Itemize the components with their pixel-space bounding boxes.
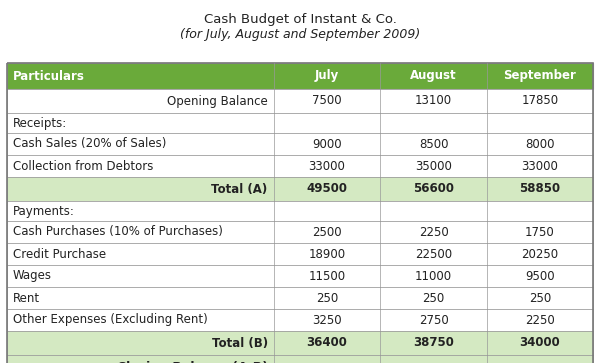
Bar <box>7 177 593 201</box>
Text: 20250: 20250 <box>521 248 559 261</box>
Text: 33000: 33000 <box>308 159 346 172</box>
Text: 13100: 13100 <box>305 362 349 363</box>
Text: 250: 250 <box>529 291 551 305</box>
Bar <box>7 63 593 363</box>
Text: 24850: 24850 <box>518 362 562 363</box>
Text: Payments:: Payments: <box>13 204 75 217</box>
Text: Particulars: Particulars <box>13 69 85 82</box>
Text: Closing Balance (A-B): Closing Balance (A-B) <box>116 362 268 363</box>
Text: 38750: 38750 <box>413 337 454 350</box>
Text: Cash Purchases (10% of Purchases): Cash Purchases (10% of Purchases) <box>13 225 223 238</box>
Text: Receipts:: Receipts: <box>13 117 67 130</box>
Text: 7500: 7500 <box>312 94 342 107</box>
Bar <box>7 63 593 89</box>
Text: Rent: Rent <box>13 291 40 305</box>
Bar <box>7 309 593 331</box>
Text: July: July <box>315 69 339 82</box>
Text: Opening Balance: Opening Balance <box>167 94 268 107</box>
Text: 2250: 2250 <box>419 225 448 238</box>
Text: 250: 250 <box>316 291 338 305</box>
Text: Credit Purchase: Credit Purchase <box>13 248 106 261</box>
Text: 35000: 35000 <box>415 159 452 172</box>
Text: 17850: 17850 <box>412 362 455 363</box>
Text: 11500: 11500 <box>308 269 346 282</box>
Text: 36400: 36400 <box>307 337 347 350</box>
Text: 8000: 8000 <box>525 138 555 151</box>
Text: Other Expenses (Excluding Rent): Other Expenses (Excluding Rent) <box>13 314 208 326</box>
Text: 2750: 2750 <box>419 314 448 326</box>
Bar <box>7 355 593 363</box>
Bar <box>7 331 593 355</box>
Text: 22500: 22500 <box>415 248 452 261</box>
Text: 56600: 56600 <box>413 183 454 196</box>
Text: 13100: 13100 <box>415 94 452 107</box>
Text: 34000: 34000 <box>520 337 560 350</box>
Bar <box>7 287 593 309</box>
Bar <box>7 265 593 287</box>
Text: Wages: Wages <box>13 269 52 282</box>
Text: 1750: 1750 <box>525 225 555 238</box>
Text: 49500: 49500 <box>307 183 347 196</box>
Text: September: September <box>503 69 577 82</box>
Bar <box>7 221 593 243</box>
Bar <box>7 201 593 221</box>
Text: August: August <box>410 69 457 82</box>
Text: 9500: 9500 <box>525 269 555 282</box>
Text: 2500: 2500 <box>312 225 342 238</box>
Text: 33000: 33000 <box>521 159 559 172</box>
Bar <box>7 133 593 155</box>
Text: Collection from Debtors: Collection from Debtors <box>13 159 154 172</box>
Bar <box>7 113 593 133</box>
Bar <box>7 89 593 113</box>
Text: 11000: 11000 <box>415 269 452 282</box>
Text: 58850: 58850 <box>520 183 560 196</box>
Text: 8500: 8500 <box>419 138 448 151</box>
Text: 17850: 17850 <box>521 94 559 107</box>
Text: 250: 250 <box>422 291 445 305</box>
Text: Cash Budget of Instant & Co.: Cash Budget of Instant & Co. <box>203 13 397 26</box>
Text: Total (B): Total (B) <box>212 337 268 350</box>
Text: Cash Sales (20% of Sales): Cash Sales (20% of Sales) <box>13 138 166 151</box>
Text: Total (A): Total (A) <box>211 183 268 196</box>
Text: 18900: 18900 <box>308 248 346 261</box>
Text: (for July, August and September 2009): (for July, August and September 2009) <box>180 28 420 41</box>
Text: 2250: 2250 <box>525 314 555 326</box>
Text: 9000: 9000 <box>312 138 342 151</box>
Bar <box>7 243 593 265</box>
Text: 3250: 3250 <box>312 314 342 326</box>
Bar <box>7 155 593 177</box>
